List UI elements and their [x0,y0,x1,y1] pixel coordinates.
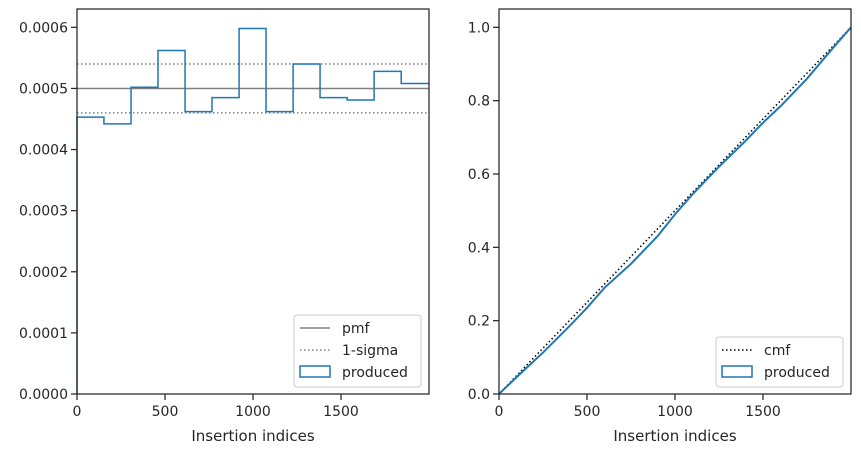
right-x-tick-label: 1500 [745,404,781,420]
right-chart-panel: 0 500 1000 1500 0.0 0.2 0.4 0.6 0.8 1.0 Insertion… [468,8,852,445]
right-y-tick-label: 0.6 [468,167,490,183]
right-y-tick-label: 0.8 [468,94,490,110]
right-x-tick-label: 0 [495,404,504,420]
legend-produced-swatch [299,365,331,378]
left-x-tick-label: 1000 [235,404,271,420]
left-y-tick-label: 0.0004 [19,143,68,159]
left-legend-box [293,314,422,388]
right-x-tick-label: 500 [574,404,601,420]
left-y-tick-label: 0.0006 [19,20,68,36]
right-y-tick-label: 0.0 [468,387,490,403]
right-marks [498,26,852,395]
right-y-tick-label: 1.0 [468,20,490,36]
left-chart-panel: 0 500 1000 1500 0.0000 0.0001 0.0002 0.0003 0.00… [19,8,430,445]
right-y-tick-label: 0.4 [468,240,490,256]
right-legend: cmf produced [715,336,844,388]
right-ticks: 0 500 1000 1500 0.0 0.2 0.4 0.6 0.8 1.0 [468,20,781,420]
legend-1-sigma-label: 1-sigma [342,343,398,359]
left-y-tick-label: 0.0000 [19,387,68,403]
right-legend-box [715,336,844,388]
right-x-tick-label: 1000 [657,404,693,420]
left-legend: pmf 1-sigma produced [293,314,422,388]
left-y-tick-label: 0.0003 [19,204,68,220]
right-x-axis-label: Insertion indices [613,427,736,445]
left-x-tick-label: 1500 [323,404,359,420]
produced-histogram [76,27,429,394]
produced-line [498,26,852,395]
left-marks [76,27,429,394]
left-y-tick-label: 0.0002 [19,265,68,281]
left-x-axis-label: Insertion indices [191,427,314,445]
legend-pmf-label: pmf [342,321,371,337]
left-ticks: 0 500 1000 1500 0.0000 0.0001 0.0002 0.0003 0.00… [19,20,359,420]
legend-produced-label: produced [764,365,830,381]
right-y-tick-label: 0.2 [468,314,490,330]
left-y-tick-label: 0.0001 [19,326,68,342]
left-y-tick-label: 0.0005 [19,81,68,97]
right-axes-frame [498,8,852,395]
left-axes-frame [76,8,430,395]
left-x-tick-label: 500 [152,404,179,420]
legend-cmf-label: cmf [764,343,791,359]
left-x-tick-label: 0 [73,404,82,420]
legend-produced-label: produced [342,365,408,381]
cmf-line [498,26,852,395]
legend-produced-swatch [721,365,753,378]
